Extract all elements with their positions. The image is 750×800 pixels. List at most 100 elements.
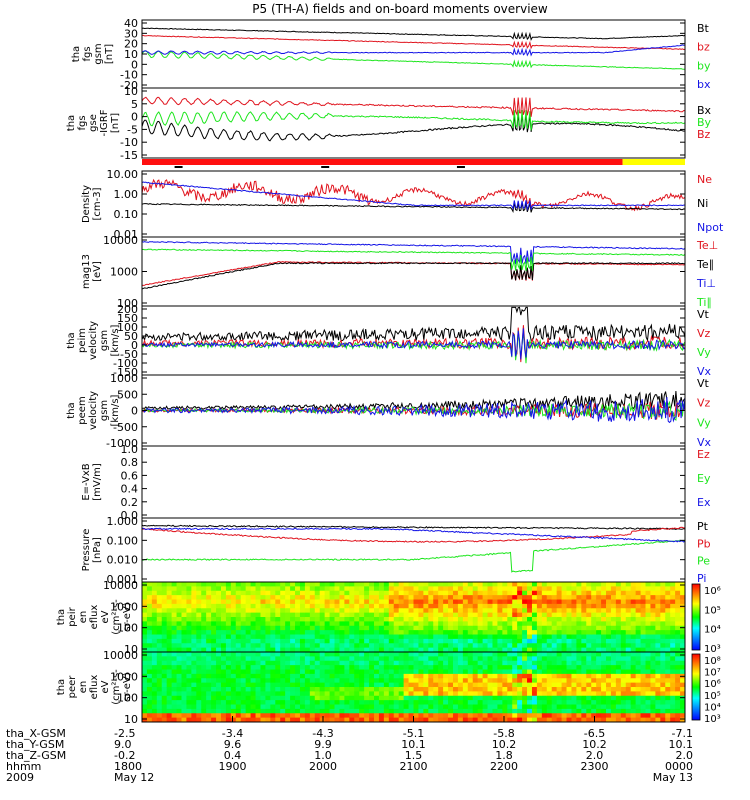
spec-cell bbox=[601, 665, 607, 671]
series-line-by bbox=[142, 50, 685, 70]
spec-cell bbox=[482, 678, 489, 684]
spec-cell bbox=[665, 617, 671, 622]
spec-cell bbox=[230, 586, 237, 592]
spec-cell bbox=[255, 621, 262, 627]
spec-cell bbox=[156, 708, 163, 714]
spec-cell bbox=[201, 660, 207, 666]
spec-cell bbox=[383, 595, 390, 601]
spec-cell bbox=[240, 669, 247, 675]
spec-cell bbox=[601, 673, 607, 679]
spec-cell bbox=[156, 590, 163, 596]
spec-cell bbox=[665, 612, 671, 618]
spec-cell bbox=[596, 708, 602, 714]
spec-cell bbox=[240, 608, 247, 614]
spec-cell bbox=[438, 617, 444, 622]
spec-cell bbox=[497, 643, 503, 649]
spec-cell bbox=[295, 625, 301, 631]
colorbar-tick-label: 10⁴ bbox=[704, 702, 721, 713]
spec-cell bbox=[181, 595, 188, 601]
spec-cell bbox=[270, 660, 276, 666]
spec-cell bbox=[507, 700, 513, 706]
spec-cell bbox=[571, 590, 577, 596]
spec-cell bbox=[482, 704, 489, 710]
spec-cell bbox=[383, 621, 390, 627]
spec-cell bbox=[403, 625, 410, 631]
spec-cell bbox=[378, 595, 385, 601]
spec-cell bbox=[606, 603, 612, 609]
spec-cell bbox=[492, 713, 499, 719]
spec-cell bbox=[531, 687, 538, 692]
spec-cell bbox=[388, 582, 395, 587]
spec-cell bbox=[299, 638, 306, 644]
spec-cell bbox=[216, 603, 222, 609]
spec-cell bbox=[492, 665, 499, 671]
spec-cell bbox=[531, 590, 538, 596]
spec-cell bbox=[512, 665, 518, 671]
spec-cell bbox=[176, 603, 183, 609]
spec-cell bbox=[374, 700, 380, 706]
spec-cell bbox=[275, 630, 281, 636]
spec-cell bbox=[635, 687, 642, 692]
spec-cell bbox=[171, 612, 178, 618]
spec-cell bbox=[566, 608, 573, 614]
spec-cell bbox=[462, 630, 469, 636]
spec-cell bbox=[295, 617, 301, 622]
spec-cell bbox=[462, 586, 469, 592]
y-axis-label: tha bbox=[56, 609, 67, 625]
spec-cell bbox=[418, 630, 424, 636]
spec-cell bbox=[275, 673, 281, 679]
spec-cell bbox=[556, 630, 563, 636]
spec-cell bbox=[201, 665, 207, 671]
spec-cell bbox=[260, 617, 267, 622]
spec-cell bbox=[349, 673, 355, 679]
spec-cell bbox=[601, 704, 607, 710]
peir-spec-data bbox=[142, 582, 685, 652]
spec-cell bbox=[497, 704, 503, 710]
spec-cell bbox=[492, 700, 499, 706]
spec-cell bbox=[615, 687, 622, 692]
spec-cell bbox=[462, 678, 469, 684]
spec-cell bbox=[655, 586, 661, 592]
spec-cell bbox=[640, 643, 647, 649]
spec-cell bbox=[166, 647, 173, 652]
spec-cell bbox=[255, 608, 262, 614]
x-tick-label: 10.2 bbox=[492, 738, 517, 751]
spec-cell bbox=[462, 599, 469, 605]
spec-cell bbox=[428, 643, 434, 649]
spec-cell bbox=[309, 708, 316, 714]
spec-cell bbox=[146, 647, 153, 652]
spec-cell bbox=[487, 625, 494, 631]
spec-cell bbox=[156, 582, 163, 587]
spec-cell bbox=[457, 599, 464, 605]
spec-cell bbox=[369, 700, 375, 706]
spec-cell bbox=[201, 673, 207, 679]
spec-cell bbox=[393, 586, 400, 592]
spec-cell bbox=[344, 691, 350, 697]
spec-cell bbox=[576, 599, 582, 605]
spec-cell bbox=[369, 630, 375, 636]
spec-cell bbox=[374, 625, 380, 631]
spec-cell bbox=[339, 700, 345, 706]
spec-cell bbox=[285, 713, 291, 719]
spec-cell bbox=[665, 669, 671, 675]
spec-cell bbox=[260, 669, 267, 675]
spec-cell bbox=[645, 643, 652, 649]
spec-cell bbox=[393, 700, 400, 706]
spec-cell bbox=[462, 713, 469, 719]
spec-cell bbox=[670, 586, 676, 592]
spec-cell bbox=[319, 656, 326, 662]
spec-cell bbox=[635, 590, 642, 596]
spec-cell bbox=[166, 582, 173, 587]
spec-cell bbox=[556, 708, 563, 714]
spec-cell bbox=[211, 713, 217, 719]
spec-cell bbox=[319, 665, 326, 671]
spec-cell bbox=[576, 612, 582, 618]
spec-cell bbox=[344, 678, 350, 684]
spec-cell bbox=[625, 660, 632, 666]
spec-cell bbox=[285, 691, 291, 697]
spec-cell bbox=[388, 634, 395, 640]
spec-cell bbox=[171, 687, 178, 692]
spec-cell bbox=[216, 678, 222, 684]
spec-cell bbox=[329, 704, 336, 710]
